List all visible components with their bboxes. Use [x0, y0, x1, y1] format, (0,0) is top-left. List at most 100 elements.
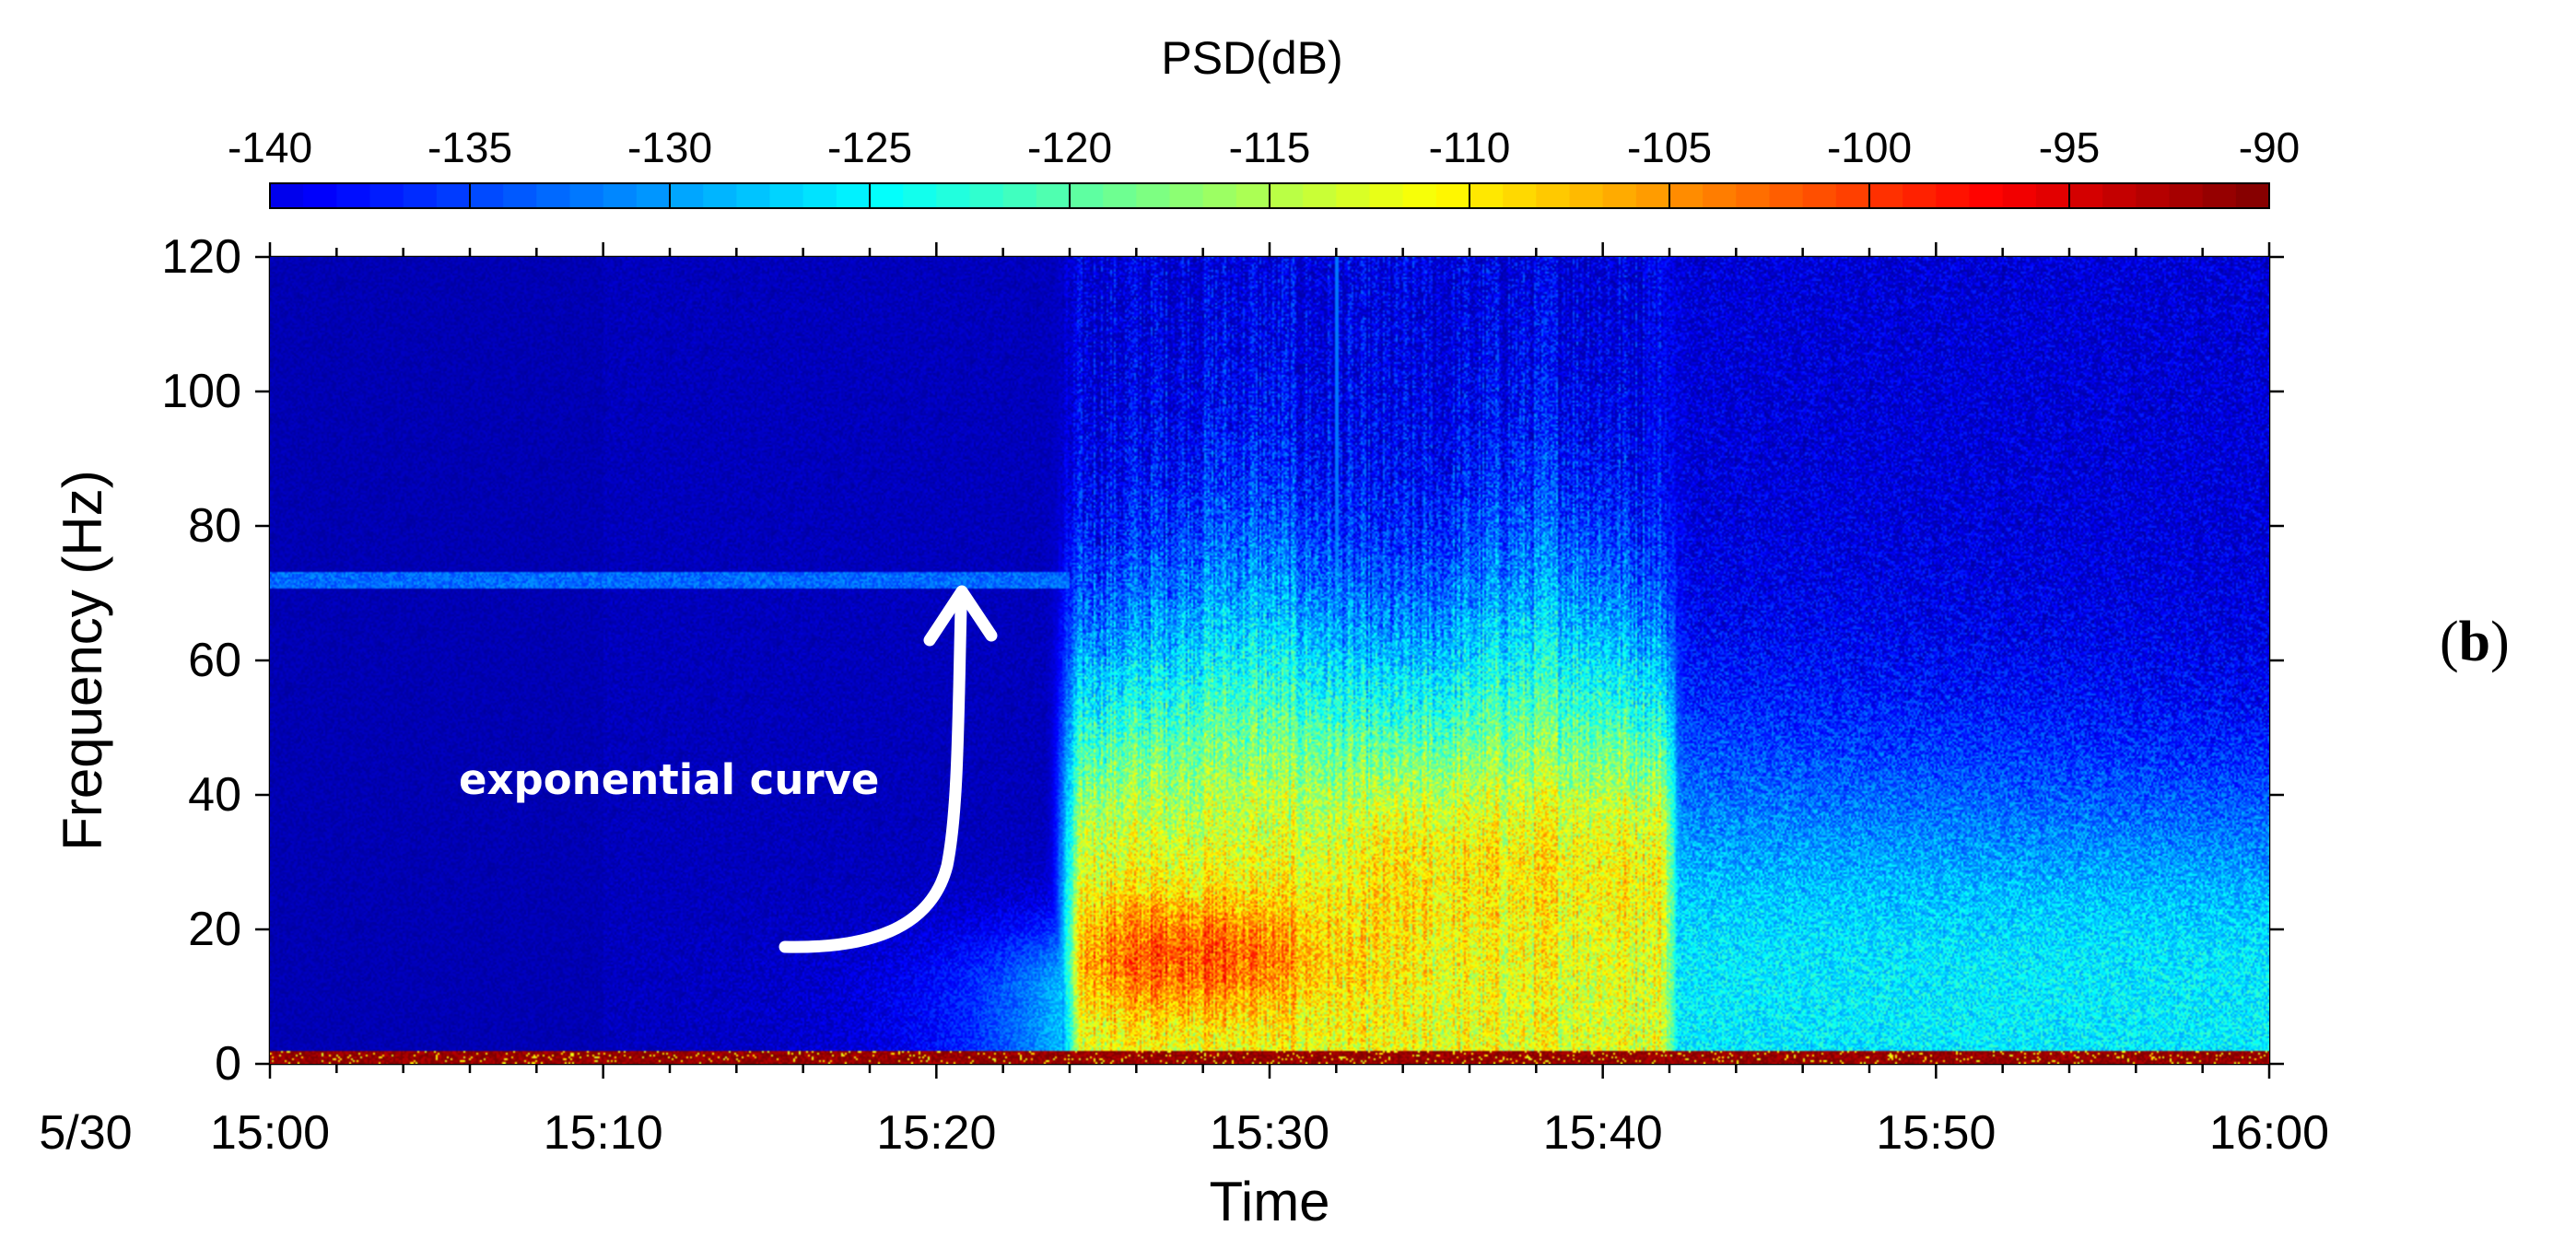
colorbar-swatch	[603, 183, 638, 208]
colorbar-tick-label: -100	[1827, 123, 1912, 171]
x-tick-label: 15:20	[876, 1106, 996, 1160]
colorbar-swatch	[736, 183, 771, 208]
colorbar-swatch	[1336, 183, 1371, 208]
colorbar-swatch	[436, 183, 471, 208]
y-tick-label: 120	[161, 230, 241, 284]
colorbar-swatch	[870, 183, 905, 208]
colorbar-swatch	[2002, 183, 2037, 208]
colorbar-tick-label: -95	[2039, 123, 2100, 171]
colorbar-swatch	[1270, 183, 1305, 208]
y-tick-label: 40	[188, 768, 241, 822]
colorbar-swatch	[969, 183, 1004, 208]
colorbar-swatch	[1503, 183, 1538, 208]
colorbar-swatch	[636, 183, 671, 208]
annotation-label: exponential curve	[459, 755, 879, 804]
colorbar-swatch	[270, 183, 305, 208]
colorbar-swatch	[2202, 183, 2237, 208]
colorbar-swatch	[2035, 183, 2070, 208]
colorbar-swatches	[270, 183, 2270, 208]
colorbar-swatch	[1235, 183, 1270, 208]
colorbar-tick-labels: -140 -135 -130 -125 -120 -115 -110 -105 -100 -95 -…	[228, 123, 2300, 171]
colorbar-swatch	[769, 183, 804, 208]
colorbar-swatch	[1969, 183, 2004, 208]
colorbar-swatch	[1036, 183, 1071, 208]
y-tick-label: 100	[161, 365, 241, 418]
colorbar-swatch	[536, 183, 571, 208]
arrow-head	[923, 585, 998, 647]
colorbar-swatch	[1703, 183, 1738, 208]
colorbar-swatch	[1402, 183, 1437, 208]
colorbar-swatch	[703, 183, 738, 208]
colorbar-swatch	[569, 183, 604, 208]
colorbar-swatch	[1536, 183, 1571, 208]
x-axis-label: Time	[1209, 1171, 1329, 1232]
x-tick-label: 15:30	[1210, 1106, 1329, 1160]
colorbar-tick-label: -140	[228, 123, 312, 171]
colorbar-tick-label: -130	[627, 123, 712, 171]
axis-ticks	[255, 242, 2284, 1079]
colorbar-swatch	[1136, 183, 1171, 208]
colorbar-swatch	[1169, 183, 1204, 208]
colorbar-swatch	[1635, 183, 1670, 208]
y-tick-label: 60	[188, 634, 241, 687]
colorbar-swatch	[1903, 183, 1938, 208]
colorbar-tick-label: -125	[827, 123, 912, 171]
colorbar-swatch	[836, 183, 871, 208]
colorbar-swatch	[470, 183, 505, 208]
colorbar-swatch	[1869, 183, 1904, 208]
colorbar-swatch	[1669, 183, 1704, 208]
colorbar-tick-label: -115	[1229, 123, 1311, 171]
colorbar-swatch	[936, 183, 971, 208]
colorbar-swatch	[1435, 183, 1470, 208]
y-tick-labels: 0 20 40 60 80 100 120	[161, 230, 241, 1091]
x-tick-label: 15:50	[1876, 1106, 1996, 1160]
colorbar-swatch	[1303, 183, 1338, 208]
exponential-curve-arrow	[779, 601, 967, 953]
colorbar-tick-label: -110	[1429, 123, 1511, 171]
y-tick-label: 20	[188, 903, 241, 956]
colorbar-swatch	[336, 183, 371, 208]
x-tick-label: 16:00	[2209, 1106, 2329, 1160]
date-label: 5/30	[39, 1106, 132, 1160]
colorbar-swatch	[1802, 183, 1837, 208]
colorbar-swatch	[369, 183, 404, 208]
colorbar-swatch	[403, 183, 438, 208]
colorbar-swatch	[1002, 183, 1037, 208]
colorbar-swatch	[2102, 183, 2137, 208]
colorbar-title: PSD(dB)	[1161, 32, 1342, 84]
colorbar-swatch	[1569, 183, 1604, 208]
colorbar-swatch	[303, 183, 338, 208]
x-tick-label: 15:10	[544, 1106, 663, 1160]
colorbar-swatch	[1736, 183, 1771, 208]
colorbar-ticks	[269, 183, 2270, 208]
colorbar-swatch	[1835, 183, 1870, 208]
colorbar-swatch	[1070, 183, 1105, 208]
spectrogram-heatmap	[270, 257, 2269, 1064]
colorbar-swatch	[2235, 183, 2270, 208]
x-tick-label: 15:00	[210, 1106, 330, 1160]
colorbar-swatch	[903, 183, 938, 208]
colorbar-swatch	[802, 183, 837, 208]
colorbar-swatch	[1369, 183, 1404, 208]
colorbar-swatch	[2169, 183, 2204, 208]
panel-label: (b)	[2440, 611, 2510, 673]
colorbar-swatch	[1769, 183, 1804, 208]
colorbar-tick-label: -120	[1027, 123, 1112, 171]
colorbar-swatch	[1602, 183, 1637, 208]
colorbar-swatch	[1202, 183, 1237, 208]
colorbar-tick-label: -90	[2239, 123, 2300, 171]
colorbar-swatch	[1103, 183, 1138, 208]
colorbar-swatch	[2136, 183, 2171, 208]
colorbar-tick-label: -135	[427, 123, 512, 171]
y-axis-label: Frequency (Hz)	[52, 470, 113, 850]
colorbar-swatch	[670, 183, 705, 208]
x-tick-labels: 15:00 15:10 15:20 15:30 15:40 15:50 16:00	[210, 1106, 2329, 1160]
colorbar-tick-label: -105	[1627, 123, 1712, 171]
colorbar-swatch	[503, 183, 538, 208]
x-tick-label: 15:40	[1543, 1106, 1663, 1160]
y-tick-label: 80	[188, 499, 241, 553]
colorbar-swatch	[1936, 183, 1971, 208]
colorbar-swatch	[1469, 183, 1505, 208]
y-tick-label: 0	[215, 1037, 241, 1091]
